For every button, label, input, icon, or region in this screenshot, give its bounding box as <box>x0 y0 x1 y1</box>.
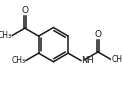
Text: O: O <box>21 6 28 15</box>
Text: CH₃: CH₃ <box>11 56 25 65</box>
Text: CH₃: CH₃ <box>0 31 12 40</box>
Text: CH₃: CH₃ <box>111 55 122 64</box>
Text: O: O <box>94 30 102 39</box>
Text: NH: NH <box>81 56 94 65</box>
